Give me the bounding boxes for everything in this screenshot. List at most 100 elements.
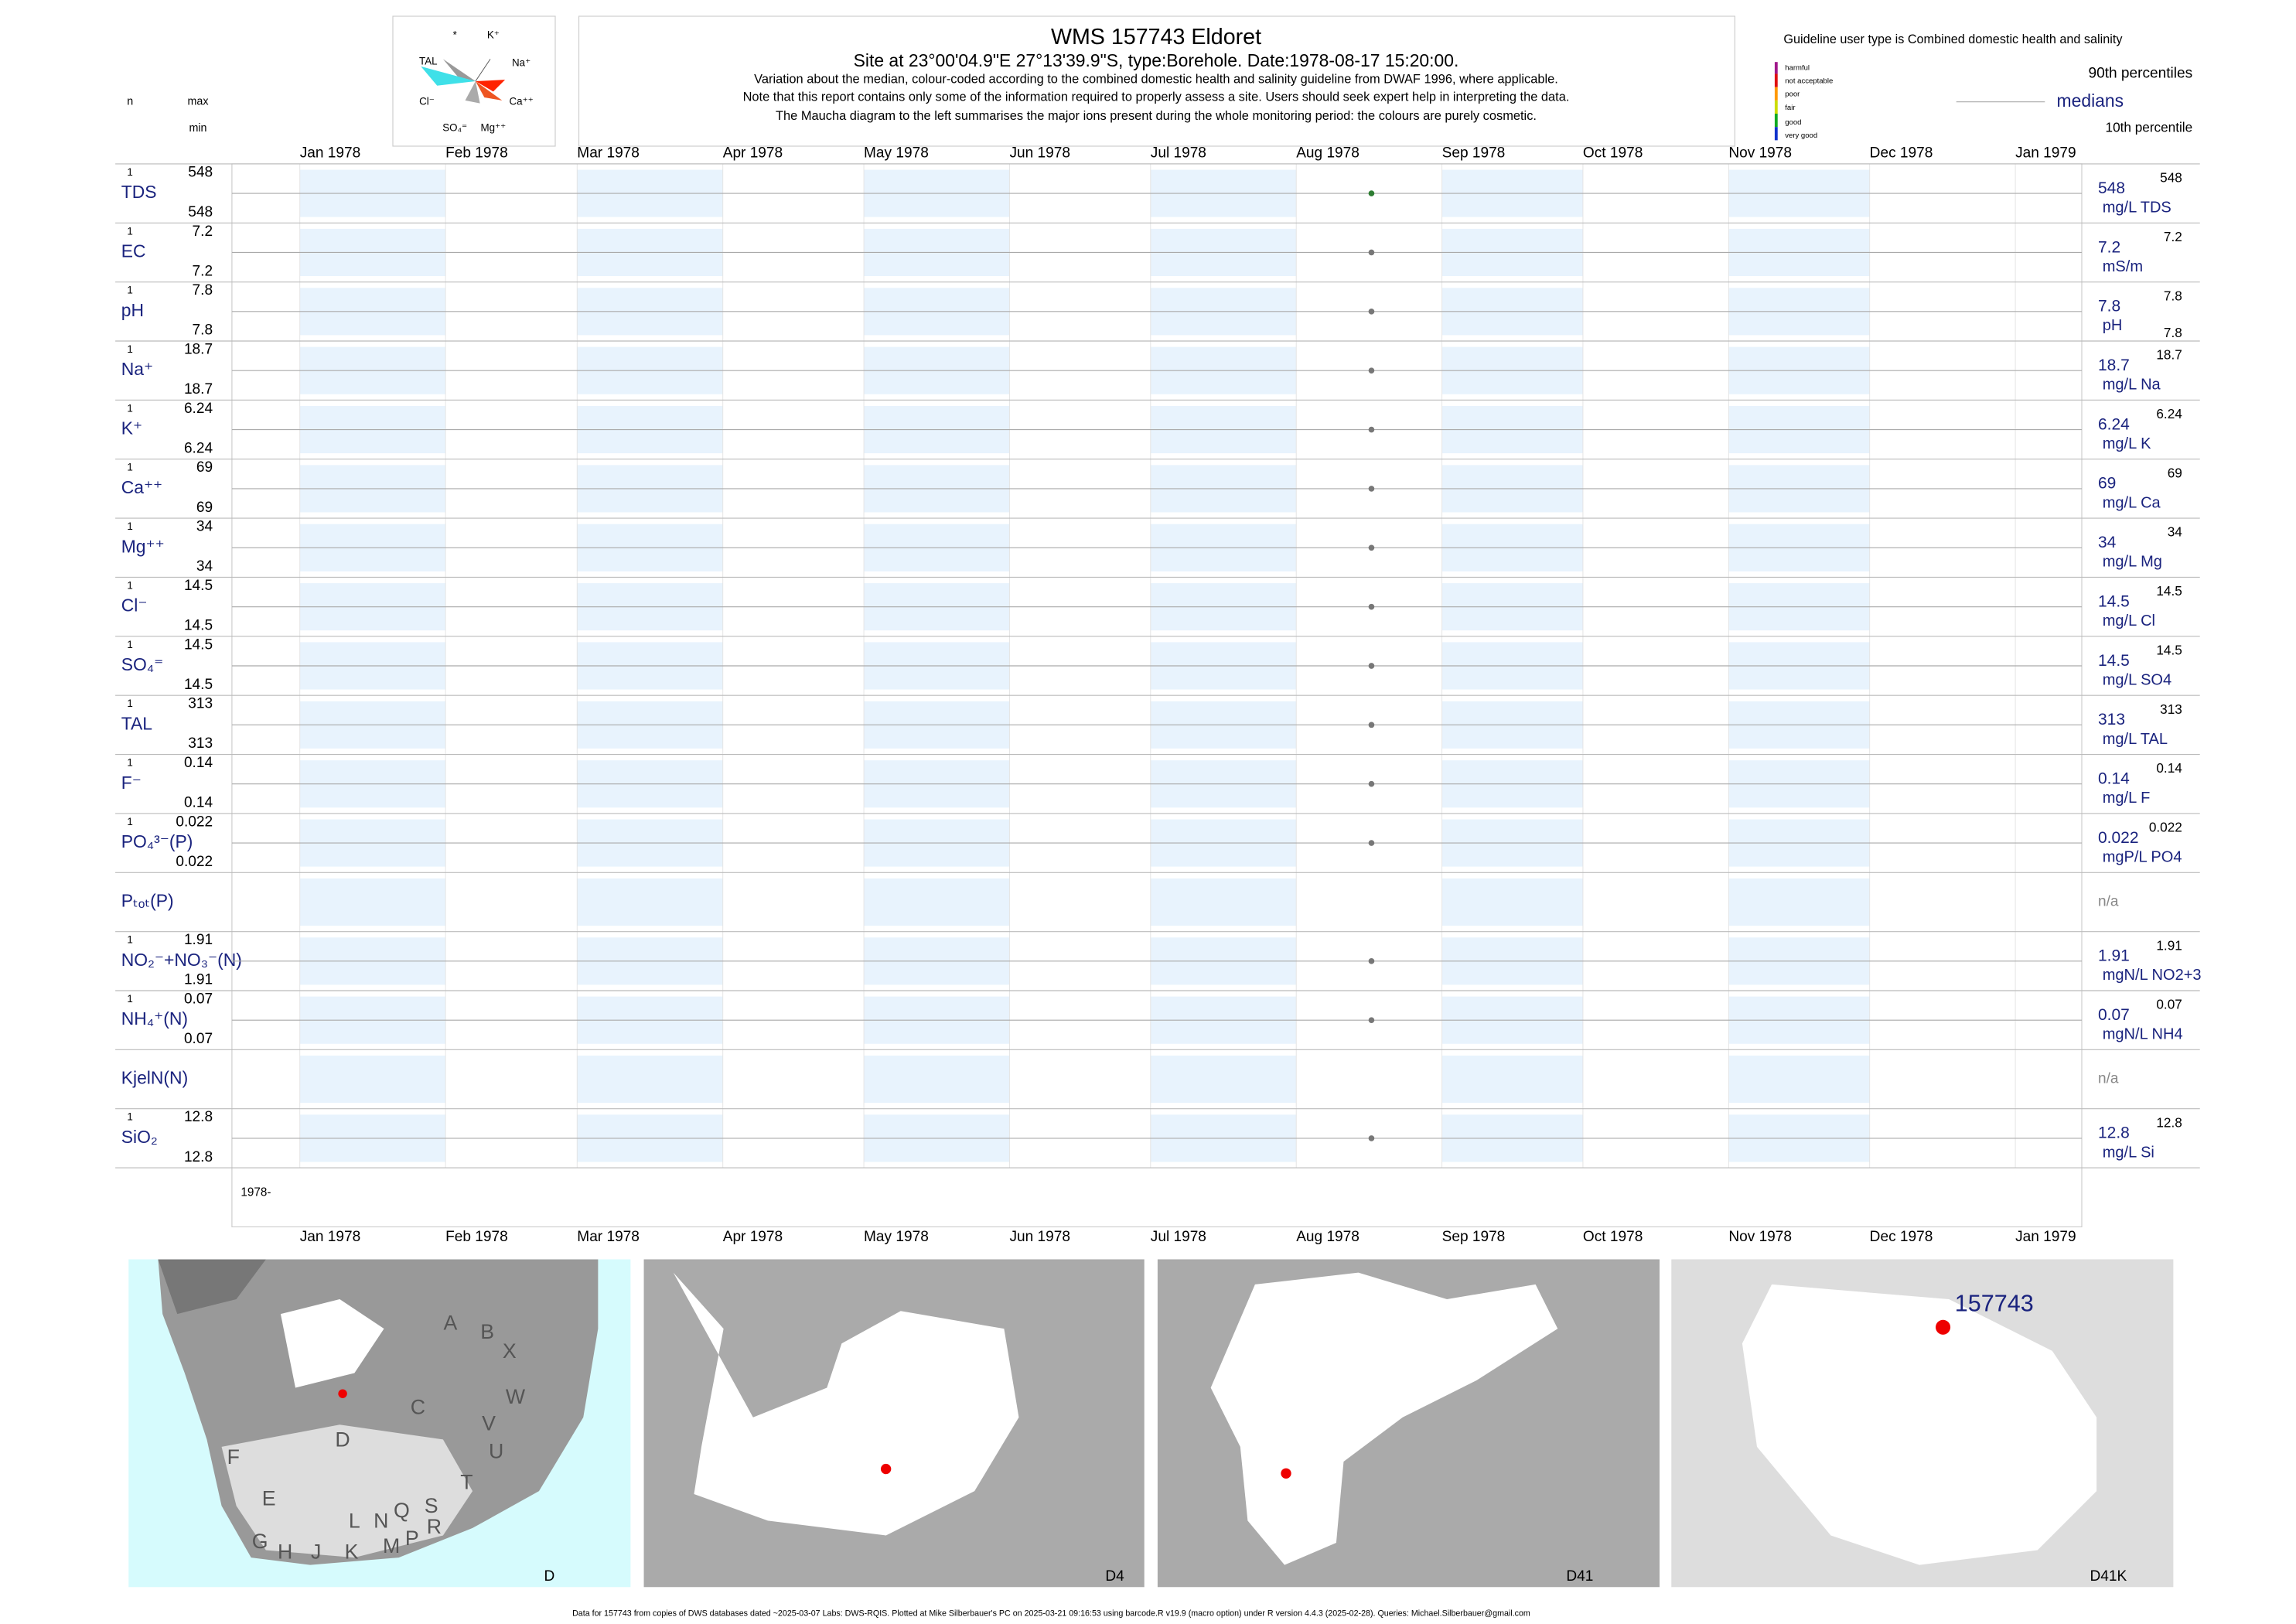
x-tick-label: May 1978	[864, 145, 929, 162]
n-value: 1	[127, 579, 132, 591]
maucha-label: Mg⁺⁺	[480, 122, 506, 134]
n-header: n	[127, 96, 133, 108]
map-d41k: 157743 D41K	[1671, 1259, 2174, 1588]
x-tick-label: Sep 1978	[1442, 145, 1506, 162]
n-value: 1	[127, 343, 132, 355]
guideline: Guideline user type is Combined domestic…	[1783, 32, 2123, 46]
month-band	[1150, 878, 1297, 926]
n-value: 1	[127, 1111, 132, 1123]
scale-swatch	[1774, 73, 1778, 87]
region-letter: F	[227, 1445, 240, 1469]
unit-label: mg/L SO4	[2103, 671, 2171, 688]
scale-swatch	[1774, 62, 1778, 74]
maucha-label: *	[453, 29, 457, 40]
map-basin	[221, 1424, 473, 1558]
data-point	[1368, 663, 1375, 669]
data-point	[1368, 840, 1375, 846]
p90-value: 12.8	[2156, 1114, 2182, 1130]
x-tick-label: Mar 1978	[577, 145, 640, 162]
data-point	[1368, 190, 1375, 196]
maucha-petal	[465, 81, 480, 104]
map-land	[158, 1259, 266, 1315]
max-value: 6.24	[184, 401, 213, 417]
scale-label: poor	[1785, 90, 1800, 99]
maucha-label: Na⁺	[512, 57, 531, 69]
scale-label: fair	[1785, 104, 1796, 112]
x-tick-label: Dec 1978	[1870, 145, 1933, 162]
maucha-label: Cl⁻	[419, 95, 435, 107]
data-point	[1368, 722, 1375, 728]
min-value: 34	[196, 558, 213, 575]
map-label: D41K	[2090, 1568, 2127, 1585]
region-letter: G	[252, 1530, 268, 1553]
region-letter: W	[506, 1385, 526, 1408]
note: Variation about the median, colour-coded…	[754, 72, 1558, 86]
p90-value: 0.14	[2156, 760, 2182, 776]
region-letter: N	[374, 1509, 388, 1532]
scale-swatch	[1774, 87, 1778, 101]
row-label: SiO₂	[121, 1127, 158, 1147]
region-letter: P	[405, 1527, 419, 1550]
min-header: min	[189, 122, 206, 135]
max-header: max	[187, 96, 208, 108]
p90-value: 18.7	[2156, 347, 2182, 363]
data-point	[1368, 367, 1375, 374]
unit-label: mg/L Na	[2103, 377, 2161, 394]
region-letter: E	[262, 1487, 276, 1510]
x-tick-label: Jan 1978	[300, 1229, 361, 1245]
x-tick-label: Jul 1978	[1151, 145, 1206, 162]
x-tick-label: Oct 1978	[1583, 1229, 1643, 1245]
max-value: 0.022	[176, 814, 213, 830]
scale-swatch	[1774, 114, 1778, 128]
max-value: 0.07	[184, 991, 213, 1008]
data-point	[1368, 780, 1375, 787]
maucha-label: K⁺	[487, 29, 500, 40]
x-tick-label: Feb 1978	[445, 1229, 508, 1245]
x-tick-label: Aug 1978	[1296, 1229, 1360, 1245]
median-value: 34	[2098, 534, 2117, 551]
region-letter: U	[489, 1440, 503, 1463]
row-label: K⁺	[121, 418, 142, 438]
unit-label: mg/L Cl	[2103, 612, 2155, 629]
min-value: 548	[188, 204, 213, 220]
min-value: 1.91	[184, 972, 213, 988]
data-point	[1368, 486, 1375, 492]
x-tick-label: Jan 1979	[2015, 1229, 2076, 1245]
site-marker	[880, 1463, 892, 1475]
p90-value: 313	[2160, 701, 2182, 717]
n-value: 1	[127, 520, 132, 532]
n-value: 1	[127, 225, 132, 237]
region-letter: J	[311, 1540, 321, 1563]
p10-legend: 10th percentile	[2106, 120, 2193, 135]
maucha-petal	[475, 80, 506, 92]
median-value: 0.07	[2098, 1006, 2130, 1024]
p90-value: 69	[2168, 465, 2182, 480]
x-tick-label: May 1978	[864, 1229, 929, 1245]
p90-value: 1.91	[2156, 937, 2182, 953]
min-value: 14.5	[184, 618, 213, 634]
p90-value: 548	[2160, 170, 2182, 186]
min-value: 0.022	[176, 854, 213, 870]
month-band	[299, 1056, 446, 1104]
na-label: n/a	[2098, 894, 2119, 910]
median-value: 7.8	[2098, 298, 2120, 316]
region-letter: A	[444, 1312, 458, 1335]
map-basin	[280, 1299, 384, 1388]
x-tick-label: Apr 1978	[723, 145, 783, 162]
x-tick-label: Jan 1979	[2015, 145, 2076, 162]
x-tick-label: Nov 1978	[1728, 1229, 1792, 1245]
month-band	[864, 1056, 1010, 1104]
max-value: 1.91	[184, 932, 213, 948]
region-letter: M	[383, 1534, 400, 1557]
min-value: 14.5	[184, 677, 213, 693]
n-value: 1	[127, 285, 132, 296]
x-tick-label: Jun 1978	[1009, 1229, 1070, 1245]
p90-value: 14.5	[2156, 642, 2182, 657]
map-d4: D4	[643, 1259, 1145, 1588]
n-value: 1	[127, 993, 132, 1005]
maucha-label: SO₄⁼	[442, 122, 467, 134]
p90-value: 7.8	[2164, 288, 2182, 303]
site-label: 157743	[1955, 1291, 2034, 1317]
map-catchment	[1742, 1284, 2097, 1565]
max-value: 69	[196, 459, 213, 476]
